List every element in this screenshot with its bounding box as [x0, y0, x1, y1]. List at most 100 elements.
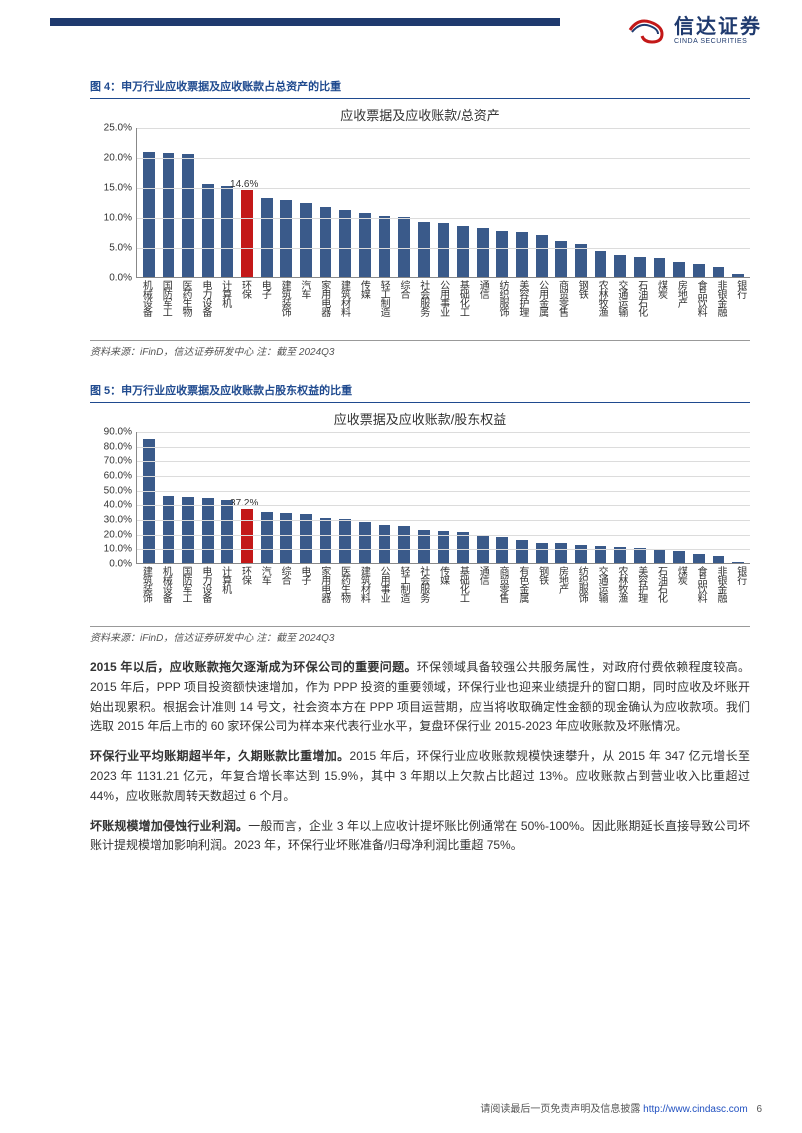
x-tick-label: 通信: [473, 280, 493, 336]
y-tick-label: 25.0%: [104, 123, 132, 134]
y-tick-label: 15.0%: [104, 183, 132, 194]
y-tick-label: 60.0%: [104, 471, 132, 482]
grid-line: [137, 447, 750, 448]
x-tick-label: 电力设备: [195, 566, 215, 622]
x-tick-label: 美容护理: [512, 280, 532, 336]
bar-slot: [551, 432, 571, 563]
bar: [241, 509, 253, 563]
bar: [300, 203, 312, 278]
body-text-block: 2015 年以后，应收账款拖欠逐渐成为环保公司的重要问题。环保领域具备较强公共服…: [90, 658, 750, 856]
page-number: 6: [756, 1104, 762, 1115]
figure5-chart: 应收票据及应收账款/股东权益 0.0%10.0%20.0%30.0%40.0%5…: [90, 409, 750, 622]
x-tick-label: 石油石化: [631, 280, 651, 336]
paragraph-1: 2015 年以后，应收账款拖欠逐渐成为环保公司的重要问题。环保领域具备较强公共服…: [90, 658, 750, 737]
bar-slot: [434, 432, 454, 563]
bar: [379, 216, 391, 277]
figure4-chart: 应收票据及应收账款/总资产 0.0%5.0%10.0%15.0%20.0%25.…: [90, 105, 750, 336]
bar-slot: [493, 432, 513, 563]
bar-slot: [257, 432, 277, 563]
bar-slot: 37.2%: [237, 432, 257, 563]
bar: [732, 274, 744, 277]
para3-lead: 坏账规模增加侵蚀行业利润。: [90, 819, 248, 833]
cinda-logo-icon: [624, 12, 668, 48]
x-tick-label: 农林牧渔: [592, 280, 612, 336]
brand-name-en: CINDA SECURITIES: [674, 38, 762, 45]
figure5-heading: 图 5：申万行业应收票据及应收账款占股东权益的比重: [90, 382, 750, 403]
x-tick-label: 建筑材料: [354, 566, 374, 622]
bar-slot: [218, 128, 238, 277]
bar: [693, 554, 705, 563]
x-tick-label: 商贸零售: [552, 280, 572, 336]
x-tick-label: 环保: [235, 566, 255, 622]
figure5-title: 应收票据及应收账款/股东权益: [90, 409, 750, 428]
bar: [398, 526, 410, 563]
x-tick-label: 机械设备: [136, 280, 156, 336]
bar-slot: [493, 128, 513, 277]
grid-line: [137, 505, 750, 506]
x-tick-label: 食品饮料: [691, 566, 711, 622]
bar-slot: [375, 128, 395, 277]
figure5-source: 资料来源：iFinD，信达证券研发中心 注：截至 2024Q3: [90, 626, 750, 644]
brand-logo-block: 信达证券 CINDA SECURITIES: [624, 12, 762, 48]
bar-slot: [276, 432, 296, 563]
bar: [339, 519, 351, 563]
x-tick-label: 传媒: [433, 566, 453, 622]
y-tick-label: 90.0%: [104, 427, 132, 438]
x-tick-label: 医药生物: [176, 280, 196, 336]
bar-slot: [512, 128, 532, 277]
bar: [438, 531, 450, 563]
bar-slot: [335, 432, 355, 563]
x-tick-label: 传媒: [354, 280, 374, 336]
x-tick-label: 国防军工: [176, 566, 196, 622]
y-tick-label: 10.0%: [104, 213, 132, 224]
grid-line: [137, 158, 750, 159]
bar-slot: [394, 432, 414, 563]
brand-name-cn: 信达证券: [674, 16, 762, 38]
bar: [654, 258, 666, 277]
figure4-y-axis: 0.0%5.0%10.0%15.0%20.0%25.0%: [90, 128, 136, 278]
grid-line: [137, 476, 750, 477]
x-tick-label: 家用电器: [314, 566, 334, 622]
grid-line: [137, 461, 750, 462]
bar-slot: [650, 432, 670, 563]
y-tick-label: 20.0%: [104, 153, 132, 164]
bar: [202, 498, 214, 564]
bar-slot: [198, 128, 218, 277]
bar-slot: [198, 432, 218, 563]
x-tick-label: 计算机: [215, 566, 235, 622]
grid-line: [137, 128, 750, 129]
x-tick-label: 医药生物: [334, 566, 354, 622]
x-tick-label: 纺织服饰: [493, 280, 513, 336]
bar-slot: [610, 432, 630, 563]
grid-line: [137, 549, 750, 550]
bar-slot: [709, 432, 729, 563]
bar: [713, 267, 725, 277]
y-tick-label: 5.0%: [109, 243, 132, 254]
figure4-source: 资料来源：iFinD，信达证券研发中心 注：截至 2024Q3: [90, 340, 750, 358]
bar-slot: [473, 432, 493, 563]
paragraph-2: 环保行业平均账期超半年，久期账款比重增加。2015 年后，环保行业应收账款规模快…: [90, 747, 750, 806]
bar: [202, 184, 214, 277]
x-tick-label: 银行: [730, 566, 750, 622]
figure4-plot: 0.0%5.0%10.0%15.0%20.0%25.0% 14.6%: [90, 128, 750, 278]
x-tick-label: 非银金融: [711, 280, 731, 336]
bar: [575, 244, 587, 277]
footer-link[interactable]: http://www.cindasc.com: [643, 1104, 747, 1115]
bar: [182, 154, 194, 277]
bar-slot: [139, 432, 159, 563]
x-tick-label: 公用事业: [433, 280, 453, 336]
bar-slot: [571, 128, 591, 277]
bar: [516, 232, 528, 277]
bar-slot: [669, 128, 689, 277]
bar-slot: [296, 128, 316, 277]
bar-slot: [650, 128, 670, 277]
x-tick-label: 煤炭: [651, 280, 671, 336]
x-tick-label: 基础化工: [453, 566, 473, 622]
bar-slot: [139, 128, 159, 277]
bar: [555, 241, 567, 277]
bar-slot: [532, 432, 552, 563]
figure5-bars: 37.2%: [137, 432, 750, 563]
bar-slot: [178, 432, 198, 563]
bar-slot: [610, 128, 630, 277]
y-tick-label: 80.0%: [104, 441, 132, 452]
